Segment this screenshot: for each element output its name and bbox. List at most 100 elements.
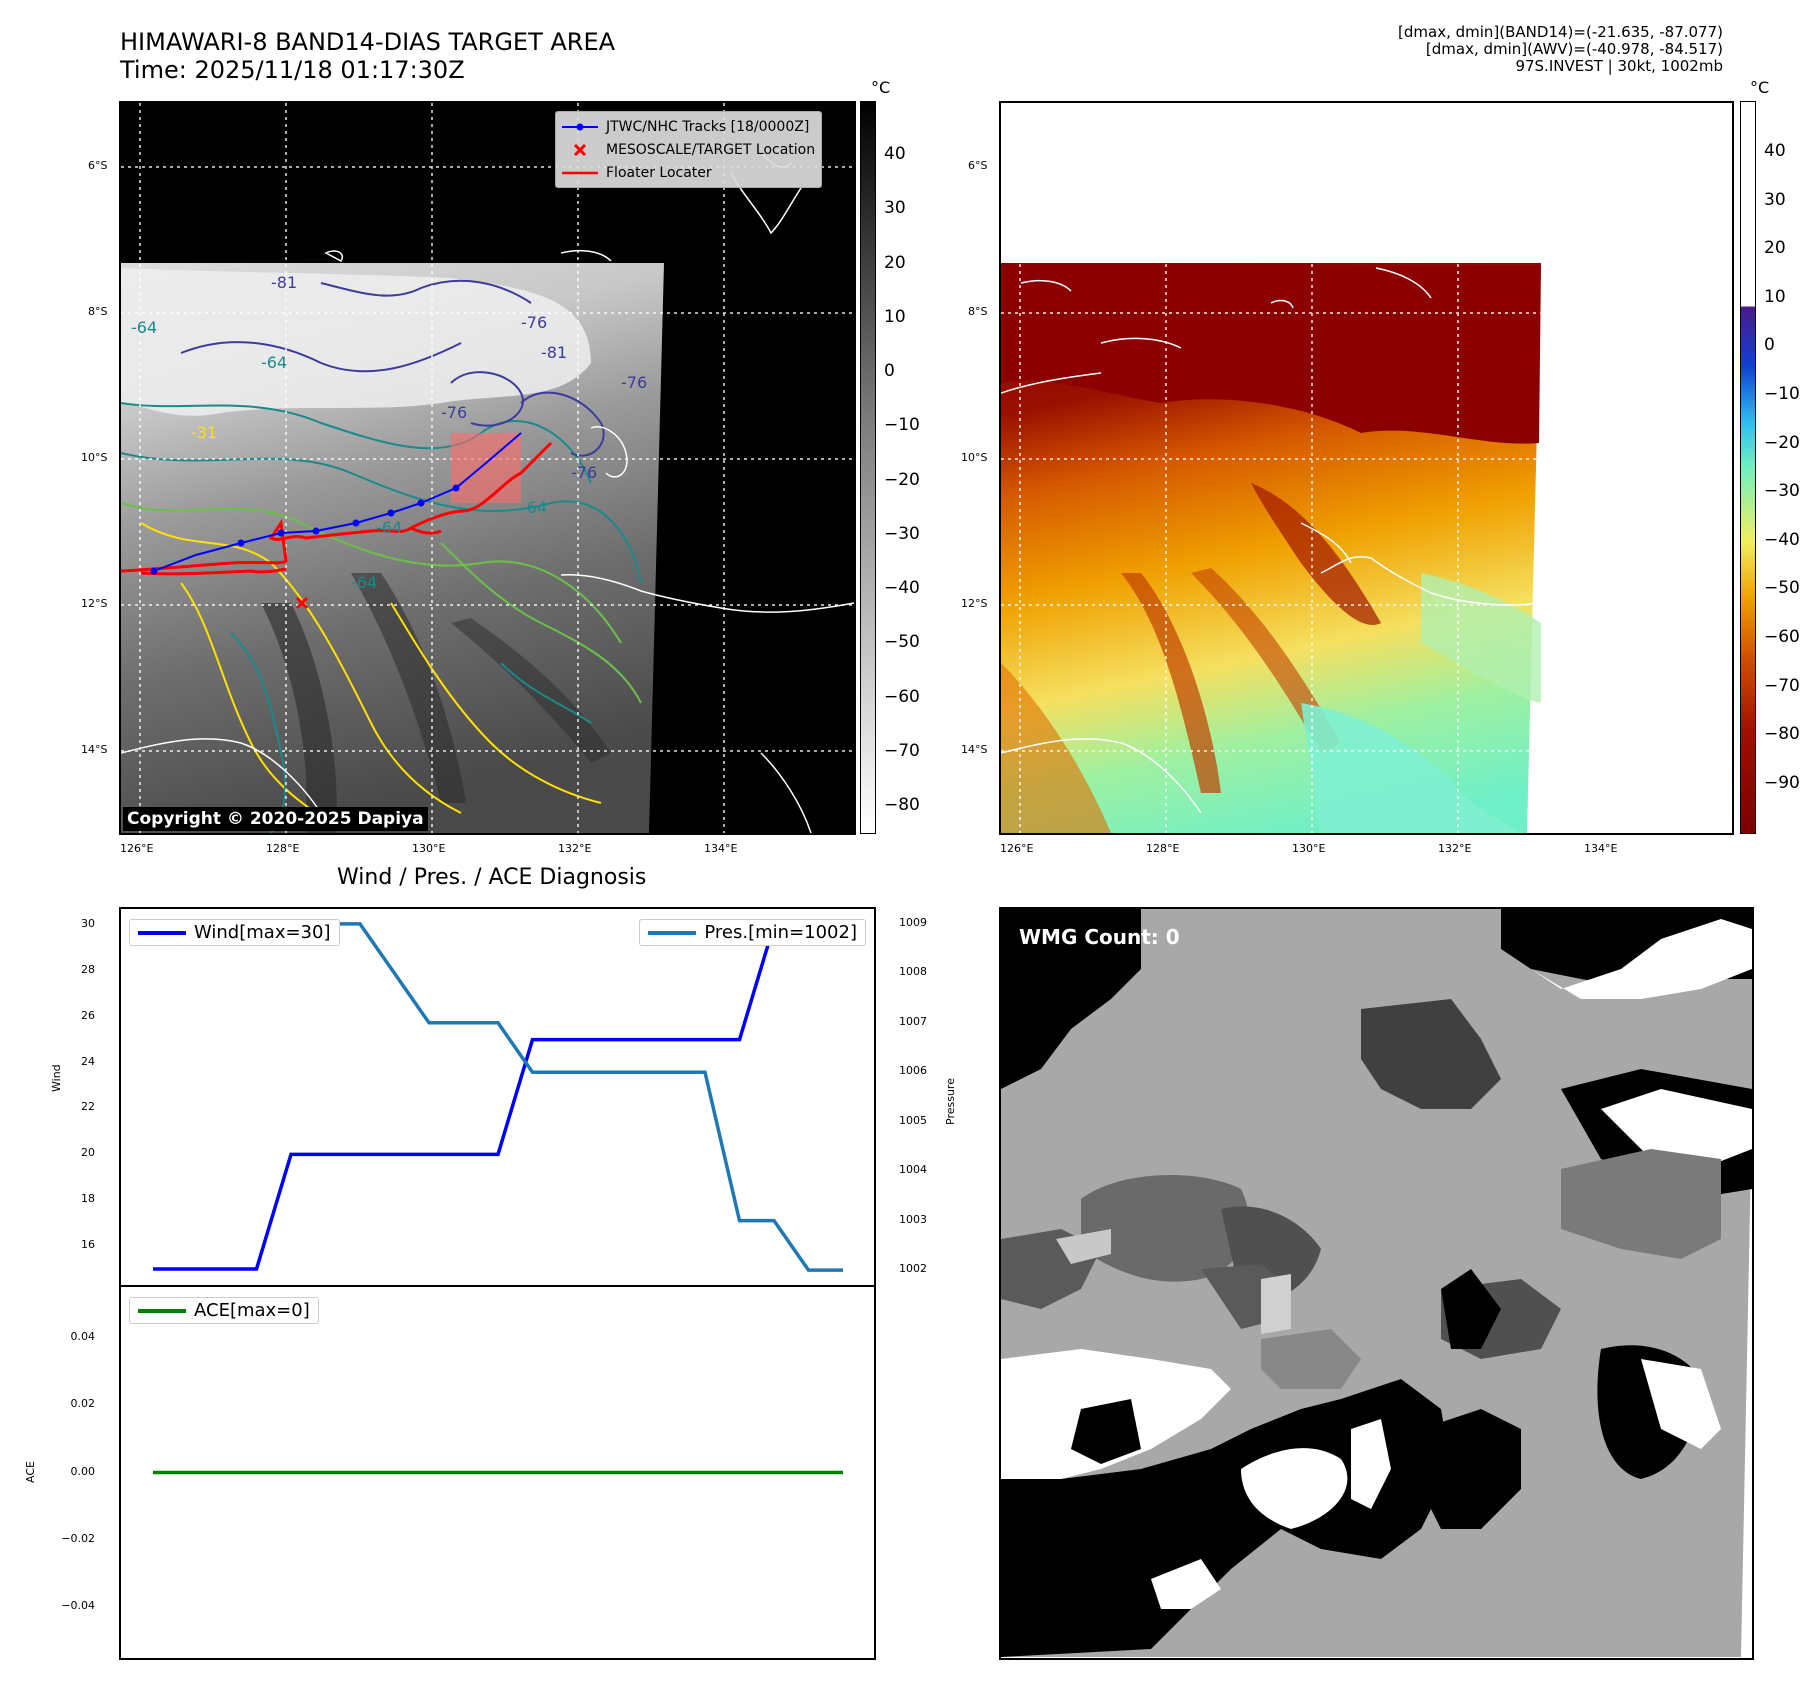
lon-label: 130°E [1292, 842, 1326, 855]
awv-colorbar-tick: −40 [1764, 529, 1800, 550]
ir-colorbar-unit: °C [871, 78, 891, 97]
awv-colorbar-tick: −80 [1764, 724, 1800, 745]
contour-label: -64 [351, 573, 378, 592]
ir-map-panel: -81 -64 -64 -76 -81 -76 -76 -31 -64 -64 … [119, 101, 856, 835]
awv-colorbar-tick: 30 [1764, 189, 1786, 210]
legend-tracks-label: JTWC/NHC Tracks [18/0000Z] [606, 118, 810, 135]
awv-colorbar-tick: −10 [1764, 384, 1800, 404]
lat-label: 10°S [961, 451, 988, 464]
contour-label: -64 [376, 518, 403, 537]
legend-floater: Floater Locater [562, 161, 815, 184]
wind-legend: Wind[max=30] [129, 919, 340, 946]
legend-target: MESOSCALE/TARGET Location [562, 138, 815, 161]
ace-tick-label: −0.04 [61, 1599, 95, 1613]
lat-label: 10°S [81, 451, 108, 464]
contour-label: -31 [191, 423, 218, 442]
ir-map-legend: JTWC/NHC Tracks [18/0000Z] MESOSCALE/TAR… [555, 111, 823, 188]
pressure-tick-label: 1003 [899, 1212, 927, 1226]
lon-label: 132°E [1438, 842, 1472, 855]
awv-colorbar [1740, 101, 1756, 834]
ace-tick-label: 0.02 [70, 1397, 96, 1411]
ir-colorbar-tick: −30 [884, 523, 920, 544]
wind-tick-label: 30 [81, 917, 95, 931]
pressure-tick-label: 1008 [899, 965, 927, 979]
ir-colorbar-tick: −80 [884, 795, 920, 815]
pressure-axis-label: Pressure [944, 1078, 957, 1125]
target-location-marker [295, 596, 309, 610]
lat-label: 6°S [88, 159, 108, 172]
stats-info: [dmax, dmin](BAND14)=(-21.635, -87.077) … [1398, 24, 1723, 75]
contour-label: -81 [541, 343, 568, 362]
wind-axis-label: Wind [50, 1064, 63, 1092]
ace-tick-label: 0.04 [70, 1329, 96, 1343]
lon-label: 130°E [412, 842, 446, 855]
lat-label: 12°S [81, 597, 108, 610]
diagnosis-title: Wind / Pres. / ACE Diagnosis [337, 865, 647, 890]
awv-colorbar-tick: 20 [1764, 238, 1786, 259]
awv-colorbar-tick: 10 [1764, 286, 1786, 307]
pressure-tick-label: 1004 [899, 1163, 927, 1177]
lat-label: 8°S [968, 305, 988, 318]
wind-pressure-axes: Wind[max=30] Pres.[min=1002] [119, 907, 876, 1287]
wind-tick-label: 22 [81, 1100, 95, 1114]
ace-legend: ACE[max=0] [129, 1297, 319, 1324]
lon-label: 126°E [120, 842, 154, 855]
pressure-legend: Pres.[min=1002] [639, 919, 866, 946]
legend-tracks: JTWC/NHC Tracks [18/0000Z] [562, 115, 815, 138]
figure-title: HIMAWARI-8 BAND14-DIAS TARGET AREA Time:… [120, 28, 615, 84]
awv-colorbar-tick: −60 [1764, 627, 1800, 647]
ir-colorbar-tick: −60 [884, 686, 920, 707]
wind-tick-label: 28 [81, 962, 95, 976]
figure-title-line2: Time: 2025/11/18 01:17:30Z [120, 56, 465, 84]
wmg-count-label: WMG Count: 0 [1019, 925, 1180, 949]
ir-colorbar-tick: −70 [884, 740, 920, 761]
copyright-text: Copyright © 2020-2025 Dapiya [123, 807, 428, 831]
pressure-series-line [153, 922, 843, 1272]
ir-colorbar-tick: −40 [884, 578, 920, 598]
lon-label: 126°E [1000, 842, 1034, 855]
pressure-tick-label: 1007 [899, 1014, 927, 1028]
contour-label: -76 [621, 373, 648, 392]
ace-tick-label: −0.02 [61, 1531, 95, 1545]
ir-colorbar [860, 101, 876, 834]
ir-colorbar-tick: −50 [884, 632, 920, 653]
contour-label: -64 [131, 318, 158, 337]
wind-tick-label: 16 [81, 1238, 95, 1252]
contour-label: -76 [571, 463, 598, 482]
lon-label: 128°E [1146, 842, 1180, 855]
ir-map-image [121, 103, 854, 833]
contour-label: -64 [521, 498, 548, 517]
awv-colorbar-tick: −50 [1764, 578, 1800, 599]
contour-label: -81 [271, 273, 298, 292]
ace-plot [153, 1470, 843, 1475]
lon-label: 132°E [558, 842, 592, 855]
ir-colorbar-tick: 0 [884, 361, 895, 381]
wind-legend-label: Wind[max=30] [194, 922, 331, 943]
ir-colorbar-tick: 20 [884, 252, 906, 273]
contour-label: -64 [261, 353, 288, 372]
lat-label: 14°S [81, 743, 108, 756]
pressure-tick-label: 1002 [899, 1262, 927, 1276]
awv-colorbar-tick: −30 [1764, 481, 1800, 502]
awv-map-image [1001, 103, 1732, 833]
pressure-tick-label: 1006 [899, 1064, 927, 1078]
lat-label: 12°S [961, 597, 988, 610]
wind-tick-label: 18 [81, 1192, 95, 1206]
lon-label: 134°E [1584, 842, 1618, 855]
wmg-panel: WMG Count: 0 [999, 907, 1754, 1660]
awv-colorbar-tick: −20 [1764, 432, 1800, 453]
ace-axis-label: ACE [24, 1461, 37, 1483]
awv-colorbar-tick: −90 [1764, 772, 1800, 793]
ir-colorbar-tick: −10 [884, 415, 920, 436]
wind-tick-label: 20 [81, 1146, 95, 1160]
lat-label: 8°S [88, 305, 108, 318]
ir-colorbar-tick: −20 [884, 469, 920, 490]
band14-range: [dmax, dmin](BAND14)=(-21.635, -87.077) [1398, 23, 1723, 41]
pressure-legend-label: Pres.[min=1002] [704, 922, 857, 943]
contour-label: -76 [441, 403, 468, 422]
awv-map-panel [999, 101, 1734, 835]
wind-tick-label: 24 [81, 1054, 95, 1068]
awv-range: [dmax, dmin](AWV)=(-40.978, -84.517) [1425, 40, 1723, 58]
ir-colorbar-tick: 40 [884, 144, 906, 164]
figure-title-line1: HIMAWARI-8 BAND14-DIAS TARGET AREA [120, 28, 616, 56]
